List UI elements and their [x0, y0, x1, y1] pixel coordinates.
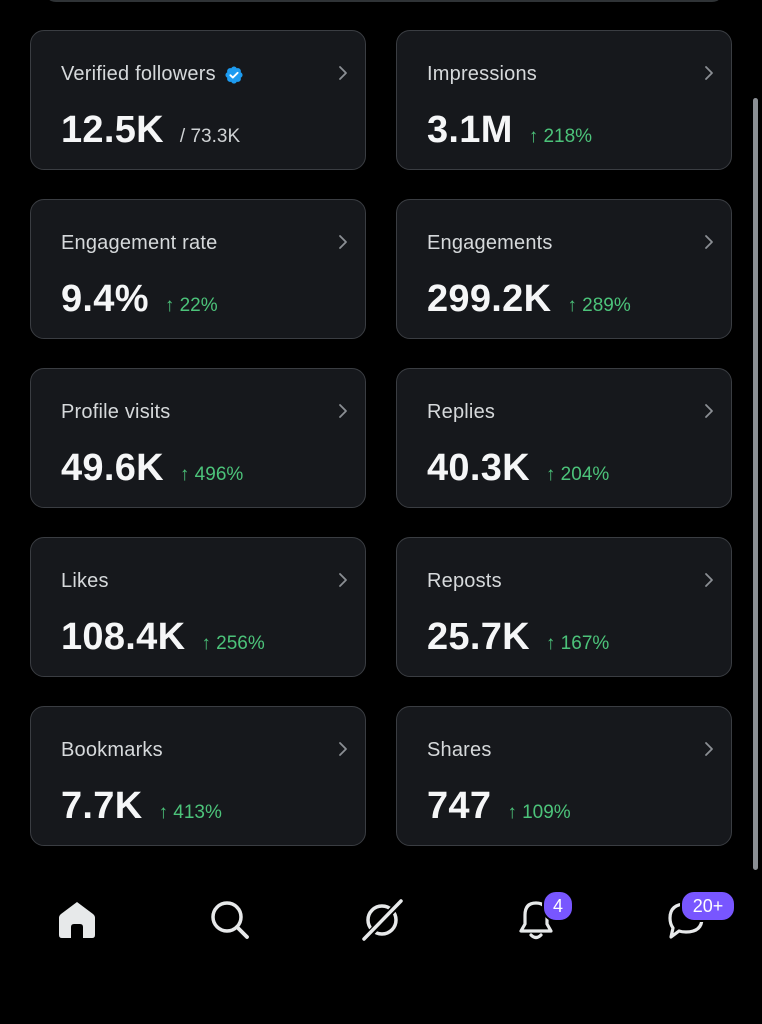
chevron-right-icon: [705, 235, 713, 249]
search-icon: [211, 901, 249, 939]
previous-section-edge: [44, 0, 724, 2]
scrollbar[interactable]: [753, 98, 758, 870]
home-icon: [59, 902, 95, 938]
card-label: Bookmarks: [61, 739, 163, 761]
card-delta: ↑ 289%: [567, 295, 631, 316]
notifications-badge: 4: [542, 890, 574, 922]
card-delta: ↑ 22%: [164, 295, 218, 316]
card-value: 747: [427, 785, 492, 827]
chevron-right-icon: [339, 742, 347, 756]
card-profile-visits[interactable]: Profile visits 49.6K ↑ 496%: [30, 368, 366, 508]
chevron-right-icon: [339, 235, 347, 249]
card-engagement-rate[interactable]: Engagement rate 9.4% ↑ 22%: [30, 199, 366, 339]
card-likes[interactable]: Likes 108.4K ↑ 256%: [30, 537, 366, 677]
card-value: 299.2K: [427, 278, 552, 320]
card-label: Replies: [427, 401, 496, 423]
card-label: Impressions: [427, 63, 538, 85]
card-verified-followers[interactable]: Verified followers 12.5K / 73.3K: [30, 30, 366, 170]
card-total: / 73.3K: [179, 126, 241, 147]
card-label: Reposts: [427, 570, 502, 592]
card-value: 3.1M: [427, 109, 513, 151]
chevron-right-icon: [339, 404, 347, 418]
card-label: Likes: [61, 570, 109, 592]
grok-icon: [362, 899, 403, 941]
card-replies[interactable]: Replies 40.3K ↑ 204%: [396, 368, 732, 508]
nav-messages[interactable]: 20+: [664, 890, 736, 942]
chevron-right-icon: [705, 66, 713, 80]
card-value: 40.3K: [427, 447, 530, 489]
card-delta: ↑ 109%: [507, 802, 571, 823]
card-delta: ↑ 256%: [201, 633, 265, 654]
card-shares[interactable]: Shares 747 ↑ 109%: [396, 706, 732, 846]
card-delta: ↑ 413%: [158, 802, 222, 823]
card-bookmarks[interactable]: Bookmarks 7.7K ↑ 413%: [30, 706, 366, 846]
card-value: 7.7K: [61, 785, 143, 827]
card-impressions[interactable]: Impressions 3.1M ↑ 218%: [396, 30, 732, 170]
card-delta: ↑ 167%: [545, 633, 610, 654]
card-delta: ↑ 496%: [179, 464, 244, 485]
nav-search[interactable]: [208, 898, 252, 942]
card-value: 49.6K: [61, 447, 164, 489]
card-value: 9.4%: [61, 278, 149, 320]
nav-grok[interactable]: [360, 898, 404, 942]
card-label: Engagements: [427, 232, 553, 254]
card-delta: ↑ 218%: [528, 126, 593, 147]
chevron-right-icon: [705, 573, 713, 587]
chevron-right-icon: [705, 404, 713, 418]
card-value: 12.5K: [61, 109, 164, 151]
messages-badge: 20+: [680, 890, 736, 922]
card-label: Shares: [427, 739, 492, 761]
card-label: Verified followers: [61, 63, 216, 85]
card-label: Profile visits: [61, 401, 171, 423]
card-label: Engagement rate: [61, 232, 218, 254]
chevron-right-icon: [339, 66, 347, 80]
card-value: 25.7K: [427, 616, 530, 658]
card-delta: ↑ 204%: [545, 464, 610, 485]
verified-badge-icon: [225, 65, 243, 84]
nav-home[interactable]: [55, 898, 99, 942]
bottom-nav-bar: 4 20+: [0, 880, 762, 960]
chevron-right-icon: [339, 573, 347, 587]
card-engagements[interactable]: Engagements 299.2K ↑ 289%: [396, 199, 732, 339]
nav-notifications[interactable]: 4: [514, 890, 574, 942]
card-value: 108.4K: [61, 616, 186, 658]
chevron-right-icon: [705, 742, 713, 756]
card-reposts[interactable]: Reposts 25.7K ↑ 167%: [396, 537, 732, 677]
